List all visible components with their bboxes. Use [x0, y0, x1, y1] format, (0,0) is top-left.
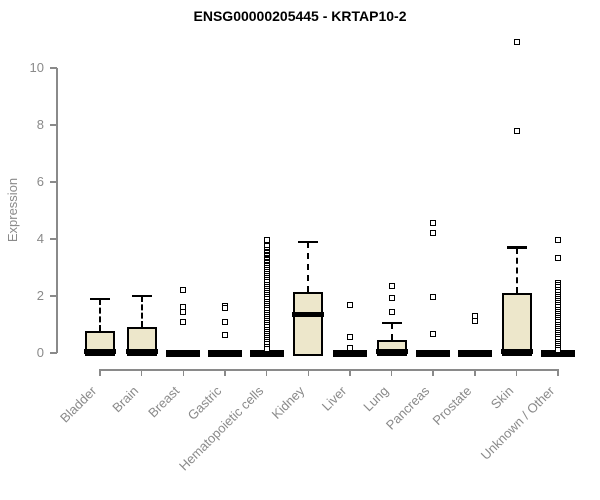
outlier-point [513, 39, 520, 46]
x-tick [99, 369, 101, 376]
y-tick-label: 8 [36, 117, 44, 132]
whisker-cap [381, 321, 402, 325]
outlier-point [180, 318, 187, 325]
outlier-point [555, 255, 562, 262]
x-tick [390, 369, 393, 376]
y-tick-label: 0 [36, 345, 44, 360]
outlier-point [346, 301, 353, 308]
y-tick [50, 67, 57, 69]
collapsed-box-bar [416, 350, 451, 357]
outlier-point [221, 318, 228, 325]
chart-title: ENSG00000205445 - KRTAP10-2 [193, 8, 407, 24]
median-line [84, 349, 116, 355]
x-tick [265, 369, 268, 376]
y-tick-label: 2 [36, 288, 44, 303]
collapsed-box-bar [166, 350, 201, 357]
x-tick [557, 369, 559, 376]
whisker-cap [506, 246, 527, 249]
x-tick [349, 369, 351, 376]
outlier-point [430, 294, 437, 301]
median-line [500, 349, 533, 355]
whisker-cap [90, 297, 110, 301]
outlier-point [430, 331, 437, 338]
outlier-point [346, 334, 353, 341]
y-tick [50, 238, 57, 240]
outlier-point [388, 283, 395, 290]
outlier-point [263, 345, 270, 352]
whisker [307, 241, 310, 292]
whisker [390, 323, 393, 341]
collapsed-box-bar [207, 350, 242, 357]
whisker-cap [131, 294, 152, 298]
collapsed-box-bar [332, 350, 367, 357]
x-tick [224, 369, 226, 376]
y-axis [56, 68, 58, 353]
y-tick-label: 4 [36, 231, 44, 246]
outlier-point [555, 347, 562, 354]
collapsed-box-bar [541, 350, 576, 357]
outlier-point [430, 220, 437, 227]
x-axis [100, 369, 559, 371]
whisker-cap [298, 240, 319, 244]
y-tick [50, 295, 57, 297]
outlier-point [430, 230, 437, 237]
x-tick [140, 369, 143, 376]
x-tick [307, 369, 309, 376]
outlier-point [388, 294, 395, 301]
outlier-point [513, 127, 520, 134]
collapsed-box-bar [249, 350, 284, 357]
whisker [515, 247, 518, 294]
collapsed-box-bar [457, 350, 492, 357]
whisker [99, 298, 101, 331]
outlier-point [388, 308, 395, 315]
outlier-point [221, 332, 228, 339]
outlier-point [180, 287, 187, 294]
outlier-point [180, 308, 187, 315]
outlier-point [221, 304, 228, 311]
box [501, 293, 532, 356]
outlier-point [471, 318, 478, 325]
y-tick [50, 181, 57, 183]
median-line [125, 349, 158, 355]
box [293, 291, 324, 356]
y-tick [50, 124, 57, 126]
outlier-point [263, 237, 270, 244]
x-tick [182, 369, 185, 376]
whisker [140, 296, 143, 328]
x-tick [432, 369, 434, 376]
median-line [292, 312, 325, 318]
median-line [375, 349, 408, 355]
outlier-point [346, 344, 353, 351]
x-tick [474, 369, 476, 376]
y-tick [50, 352, 57, 354]
y-tick-label: 10 [29, 60, 44, 75]
y-tick-label: 6 [36, 174, 44, 189]
outlier-point [555, 237, 562, 244]
x-tick [515, 369, 518, 376]
